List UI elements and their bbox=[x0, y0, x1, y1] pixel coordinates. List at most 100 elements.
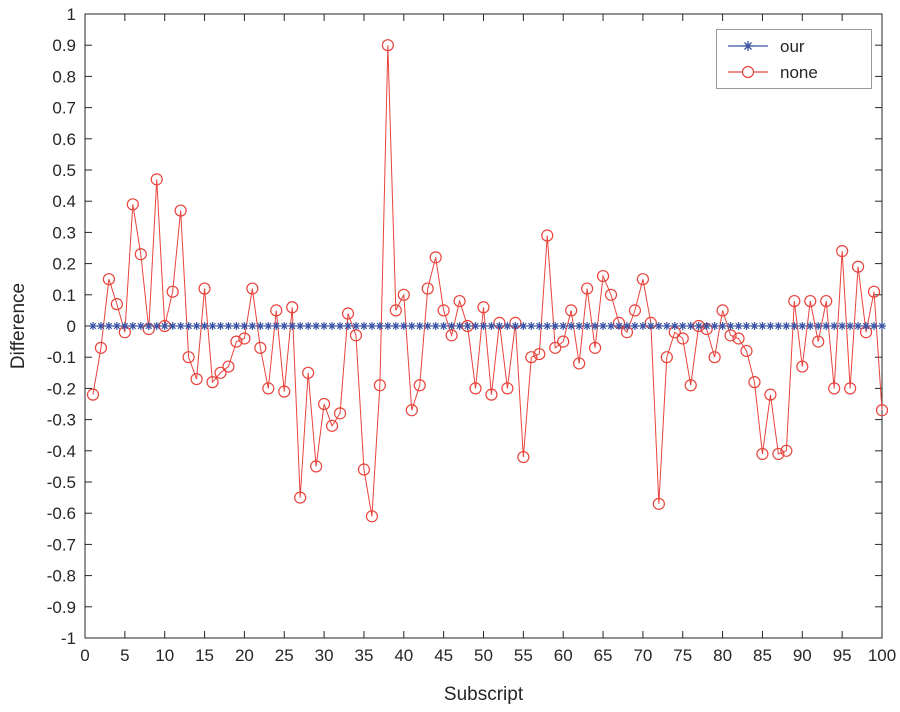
y-tick-label: -0.3 bbox=[47, 411, 76, 430]
x-tick-label: 10 bbox=[155, 646, 174, 665]
series-none-marker bbox=[357, 463, 371, 476]
series-none-marker bbox=[836, 245, 849, 258]
series-none-marker bbox=[748, 376, 761, 389]
series-none-marker bbox=[421, 282, 434, 295]
series-none-marker bbox=[501, 382, 514, 395]
y-tick-label: 0.5 bbox=[52, 161, 76, 180]
series-none-marker bbox=[413, 379, 426, 392]
series-none-marker bbox=[660, 351, 673, 364]
series-none-marker bbox=[278, 385, 291, 398]
series-none-marker bbox=[812, 335, 825, 348]
series-none-marker bbox=[318, 397, 331, 411]
series-none-marker bbox=[341, 307, 355, 320]
series-none-marker bbox=[875, 404, 889, 417]
series-none-marker bbox=[844, 382, 857, 395]
y-tick-label: -0.7 bbox=[47, 535, 76, 554]
x-tick-label: 30 bbox=[315, 646, 334, 665]
series-none-marker bbox=[652, 497, 665, 510]
series-our-markers bbox=[88, 322, 886, 330]
series-none-marker bbox=[206, 376, 219, 389]
series-none-marker bbox=[596, 269, 610, 283]
series-none-marker bbox=[262, 382, 275, 395]
y-tick-label: 0.9 bbox=[52, 36, 76, 55]
series-none-marker bbox=[604, 288, 618, 301]
series-none-marker bbox=[716, 304, 729, 317]
legend-label-our[interactable]: our bbox=[780, 36, 805, 56]
series-none-marker bbox=[389, 304, 402, 317]
legend-item-none[interactable]: none bbox=[717, 59, 871, 85]
x-tick-label: 90 bbox=[793, 646, 812, 665]
series-none-marker bbox=[636, 273, 650, 286]
x-tick-label: 35 bbox=[354, 646, 373, 665]
legend-label-none[interactable]: none bbox=[780, 62, 818, 82]
y-tick-label: -1 bbox=[61, 629, 76, 648]
x-tick-label: 100 bbox=[868, 646, 896, 665]
legend-our-asterisk-icon bbox=[743, 41, 753, 51]
y-tick-label: -0.9 bbox=[47, 598, 76, 617]
series-none-marker bbox=[820, 294, 833, 308]
x-tick-label: 85 bbox=[753, 646, 772, 665]
x-tick-label: 70 bbox=[633, 646, 652, 665]
x-tick-label: 60 bbox=[554, 646, 573, 665]
series-none-marker bbox=[533, 347, 546, 361]
series-none-marker bbox=[182, 351, 195, 364]
series-none-marker bbox=[796, 360, 809, 373]
series-none-marker bbox=[381, 39, 394, 52]
series-none-marker bbox=[453, 294, 466, 308]
series-none-marker bbox=[246, 282, 259, 295]
legend[interactable]: our none bbox=[716, 29, 872, 89]
x-axis-label: Subscript bbox=[444, 684, 524, 705]
x-tick-label: 80 bbox=[713, 646, 732, 665]
x-tick-label: 40 bbox=[394, 646, 413, 665]
series-none-marker bbox=[469, 382, 482, 395]
series-none-marker bbox=[166, 285, 179, 298]
x-tick-label: 5 bbox=[120, 646, 129, 665]
series-none-marker bbox=[270, 304, 283, 317]
x-tick-label: 20 bbox=[235, 646, 254, 665]
x-tick-label: 50 bbox=[474, 646, 493, 665]
series-none-marker bbox=[134, 248, 147, 261]
series-none-marker bbox=[437, 304, 450, 317]
series-none-marker bbox=[286, 301, 299, 314]
series-none-marker bbox=[102, 273, 116, 286]
series-none-marker bbox=[517, 450, 530, 464]
series-none-marker bbox=[325, 419, 339, 432]
series-none-marker bbox=[198, 282, 211, 295]
series-none-line bbox=[92, 45, 883, 517]
series-none-marker bbox=[397, 288, 410, 301]
y-tick-label: -0.5 bbox=[47, 473, 76, 492]
series-none-marker bbox=[333, 407, 347, 420]
series-none-marker bbox=[310, 460, 323, 473]
x-tick-label: 15 bbox=[195, 646, 214, 665]
y-axis-label: Difference bbox=[8, 283, 29, 369]
series-none-marker bbox=[867, 285, 881, 298]
x-tick-label: 55 bbox=[514, 646, 533, 665]
y-tick-label: -0.4 bbox=[47, 442, 76, 461]
series-none-marker bbox=[828, 382, 841, 395]
y-tick-label: 1 bbox=[67, 5, 76, 24]
y-tick-label: 0.6 bbox=[52, 130, 76, 149]
series-none-marker bbox=[485, 388, 498, 401]
series-none-marker bbox=[294, 491, 307, 504]
legend-item-our[interactable]: our bbox=[717, 33, 871, 59]
series-none-marker bbox=[573, 357, 586, 370]
series-none-marker bbox=[254, 341, 267, 354]
series-none-marker bbox=[230, 335, 243, 348]
legend-none-circle-icon bbox=[741, 65, 755, 79]
y-tick-label: 0.8 bbox=[52, 67, 76, 86]
series-none-marker bbox=[541, 229, 554, 242]
series-none-marker bbox=[126, 198, 139, 211]
series-none-marker bbox=[525, 351, 538, 364]
series-none-marker bbox=[708, 351, 721, 364]
series-none-marker bbox=[549, 341, 562, 354]
x-tick-label: 65 bbox=[594, 646, 613, 665]
series-none-marker bbox=[373, 379, 386, 392]
series-none-marker bbox=[477, 301, 490, 314]
series-none-marker bbox=[676, 332, 689, 345]
legend-our-marker-icon bbox=[728, 41, 768, 51]
y-tick-label: -0.1 bbox=[47, 348, 76, 367]
series-none-marker bbox=[740, 344, 753, 358]
y-tick-label: -0.6 bbox=[47, 504, 76, 523]
series-none-marker bbox=[405, 404, 418, 417]
